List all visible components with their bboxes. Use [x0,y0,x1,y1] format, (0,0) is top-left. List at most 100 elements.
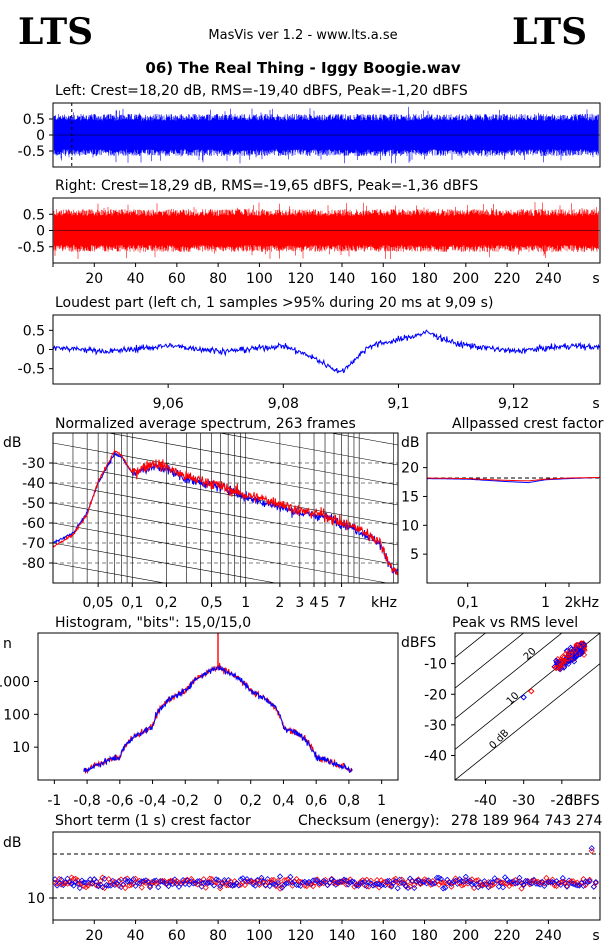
histogram-xtick-label: -0,4 [139,793,166,809]
short-term-point [592,879,599,887]
spectrum-ytick-label: -40 [22,476,45,492]
short-term-point [343,881,350,888]
short-term-point [586,876,593,883]
allpass-crest-plot: dB 20 15 10 5 0,1 1 2 kHz [401,432,601,611]
loudest-xtick-label: 9,06 [153,396,184,412]
right-panel-xtick-label: 120 [287,271,314,287]
short-term-point [87,876,94,883]
right-panel-xtick-label: 80 [209,271,227,287]
short-term-point [411,884,418,892]
short-term-point [146,884,154,891]
short-term-frame [52,831,601,921]
spectrum-xtick-label: 4 [310,595,319,611]
short-term-point [58,876,65,883]
short-term-point [208,876,216,883]
short-term-point [297,878,304,886]
short-term-point [592,878,599,886]
short-term-point [326,879,333,887]
short-term-point [520,881,527,889]
short-term-point [132,875,139,882]
left-title: Left: Crest=18,20 dB, RMS=-19,40 dBFS, P… [55,83,468,99]
short-term-point [210,882,218,889]
short-term-point [462,873,469,880]
short-term-ylabel: dB [3,835,22,851]
short-term-point [287,873,294,880]
spectrum-xtick-label: 0,1 [121,595,143,611]
right-panel-ytick-label: 0 [36,224,45,240]
spectrum-slope-line [329,433,398,446]
checksum-label: Checksum (energy): [298,813,440,829]
short-term-xtick-label: 160 [370,928,397,944]
short-term-point [454,880,461,887]
short-term-point [485,884,492,891]
histogram-series-red [83,662,353,775]
short-term-point [574,882,581,889]
allpass-xtick-label: 0,1 [457,595,479,611]
peak-rms-ytick-label: -30 [424,718,447,734]
peak-rms-frame [454,632,601,781]
short-term-point [458,882,465,889]
short-term-point [429,880,436,888]
histogram-xtick-label: 1 [377,793,386,809]
peak-rms-point [556,665,564,672]
short-term-xunit: s [592,928,599,944]
short-term-xtick-label: 20 [85,928,103,944]
short-term-xtick-label: 240 [535,928,562,944]
short-term-point [347,879,354,886]
short-term-point [392,878,399,885]
histogram-plot: n 1000 100 10 -1 -0,8 -0,6 -0,4 -0,2 0 0,2 0,4 0,6 0,… [0,632,399,809]
spectrum-xtick-label: 7 [337,595,346,611]
track-title: 06) The Real Thing - Iggy Boogie.wav [145,59,460,77]
short-term-point [442,884,449,891]
short-term-point [452,877,459,884]
short-term-point [369,882,377,889]
histogram-xtick-label: 0,4 [272,793,294,809]
peak-rms-point [553,659,560,666]
left-panel-ytick-label: 0.5 [23,112,45,128]
short-term-point [89,880,96,887]
peak-rms-point [561,657,568,664]
peak-rms-outlier [520,694,527,701]
spectrum-ytick-label: -50 [22,496,45,512]
short-term-point [376,881,383,888]
histogram-series-blue [83,665,353,774]
short-term-xtick-label: 200 [452,928,479,944]
short-term-point [76,884,83,892]
spectrum-slope-line [53,723,398,785]
right-panel-xtick-label: 240 [535,271,562,287]
spectrum-ytick-label: -30 [22,456,45,472]
short-term-point [235,882,242,889]
short-term-point [99,874,106,881]
peak-rms-diagonal-label: 10 [505,690,522,707]
short-term-point [386,882,393,889]
short-term-point [215,877,222,884]
spectrum-slope-line [218,433,398,466]
short-term-point [582,878,589,885]
spectrum-title: Normalized average spectrum, 263 frames [55,416,356,432]
short-term-title: Short term (1 s) crest factor [55,813,251,829]
short-term-point [322,876,329,883]
short-term-point [407,883,414,890]
short-term-point [471,880,478,887]
right-panel-xtick-label: 200 [452,271,479,287]
short-term-point [518,885,525,892]
peak-rms-ylabel: dBFS [401,635,436,651]
spectrum-slope-line [53,603,398,665]
short-term-xtick-label: 80 [209,928,227,944]
peak-rms-point [552,664,559,671]
peak-rms-point [568,649,576,656]
spectrum-xunit: kHz [371,595,397,611]
short-term-point [396,876,403,883]
short-term-point [541,882,548,890]
short-term-xtick-label: 180 [411,928,438,944]
spectrum-slope-line [53,462,398,526]
peak-rms-point [553,657,560,664]
left-panel-ytick-label: -0.5 [18,144,45,160]
right-title: Right: Crest=18,29 dB, RMS=-19,65 dBFS, … [55,178,478,194]
histogram-xtick-label: -0,2 [172,793,199,809]
short-term-point [340,876,348,883]
peak-rms-ytick-label: -20 [424,687,447,703]
spectrum-slope-line [53,582,55,583]
